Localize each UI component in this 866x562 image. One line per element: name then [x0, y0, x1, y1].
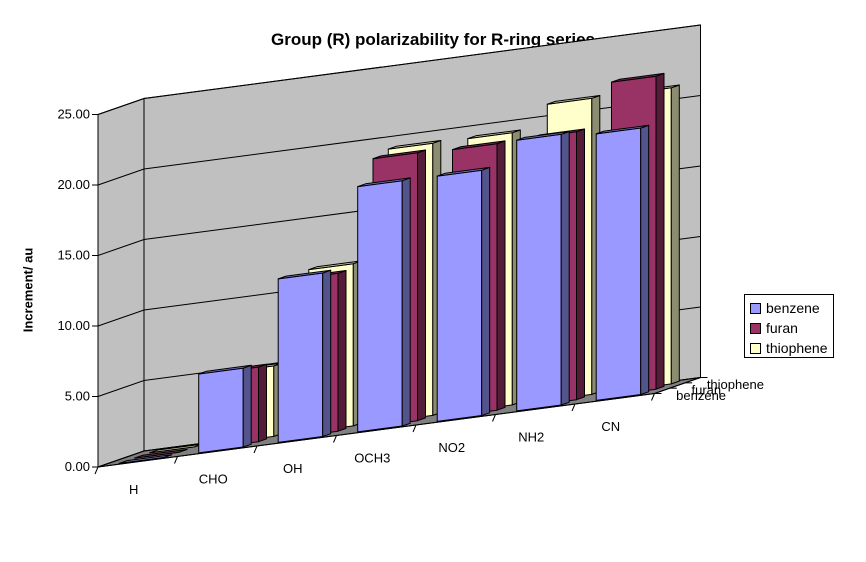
x-tick-label: H [129, 482, 138, 497]
y-tick-label: 15.00 [57, 248, 90, 263]
chart-title: Group (R) polarizability for R-ring seri… [271, 30, 595, 49]
gridline [97, 95, 701, 186]
bar-furan-h [134, 448, 188, 459]
x-tick-label: CN [601, 419, 620, 434]
x-tick [412, 424, 417, 433]
bar-benzene-nh2 [516, 131, 570, 412]
legend-label-benzene: benzene [766, 300, 820, 316]
x-tick-label: NH2 [518, 429, 544, 444]
x-tick-label: NO2 [438, 440, 465, 455]
y-tick-label: 0.00 [65, 459, 90, 474]
legend-item-furan: furan [750, 318, 833, 338]
y-tick-label: 20.00 [57, 177, 90, 192]
legend-item-benzene: benzene [750, 298, 833, 318]
depth-tick-label: thiophene [707, 377, 764, 392]
x-tick [253, 445, 258, 454]
x-tick [571, 403, 576, 412]
bar-benzene-cho [198, 364, 252, 454]
bar-benzene-h [118, 454, 173, 464]
x-tick [651, 393, 655, 401]
legend-swatch-benzene [750, 302, 761, 314]
bar-benzene-och3 [357, 177, 411, 433]
x-tick [492, 414, 496, 422]
side-wall [97, 97, 145, 468]
legend-label-furan: furan [766, 320, 798, 336]
gridline [97, 24, 701, 115]
x-tick-label: OH [283, 461, 303, 476]
bar-benzene-no2 [436, 166, 491, 422]
legend: benzene furan thiophene [744, 294, 834, 358]
x-tick-label: CHO [199, 471, 228, 486]
legend-item-thiophene: thiophene [750, 338, 833, 358]
bar-benzene-oh [277, 269, 332, 443]
x-tick [174, 456, 178, 464]
x-tick [333, 435, 337, 443]
legend-swatch-thiophene [750, 342, 761, 354]
x-axis-line [97, 393, 655, 468]
x-tick [94, 466, 99, 475]
legend-label-thiophene: thiophene [766, 340, 828, 356]
bar-benzene-cn [595, 124, 650, 401]
depth-tick-label: furan [691, 383, 721, 398]
y-tick-label: 5.00 [65, 389, 90, 404]
legend-swatch-furan [750, 322, 761, 334]
y-tick-label: 25.00 [57, 107, 90, 122]
y-tick-label: 10.00 [57, 318, 90, 333]
x-tick-label: OCH3 [354, 450, 390, 465]
depth-tick-label: benzene [676, 388, 726, 403]
depth-axis-line [654, 377, 701, 394]
